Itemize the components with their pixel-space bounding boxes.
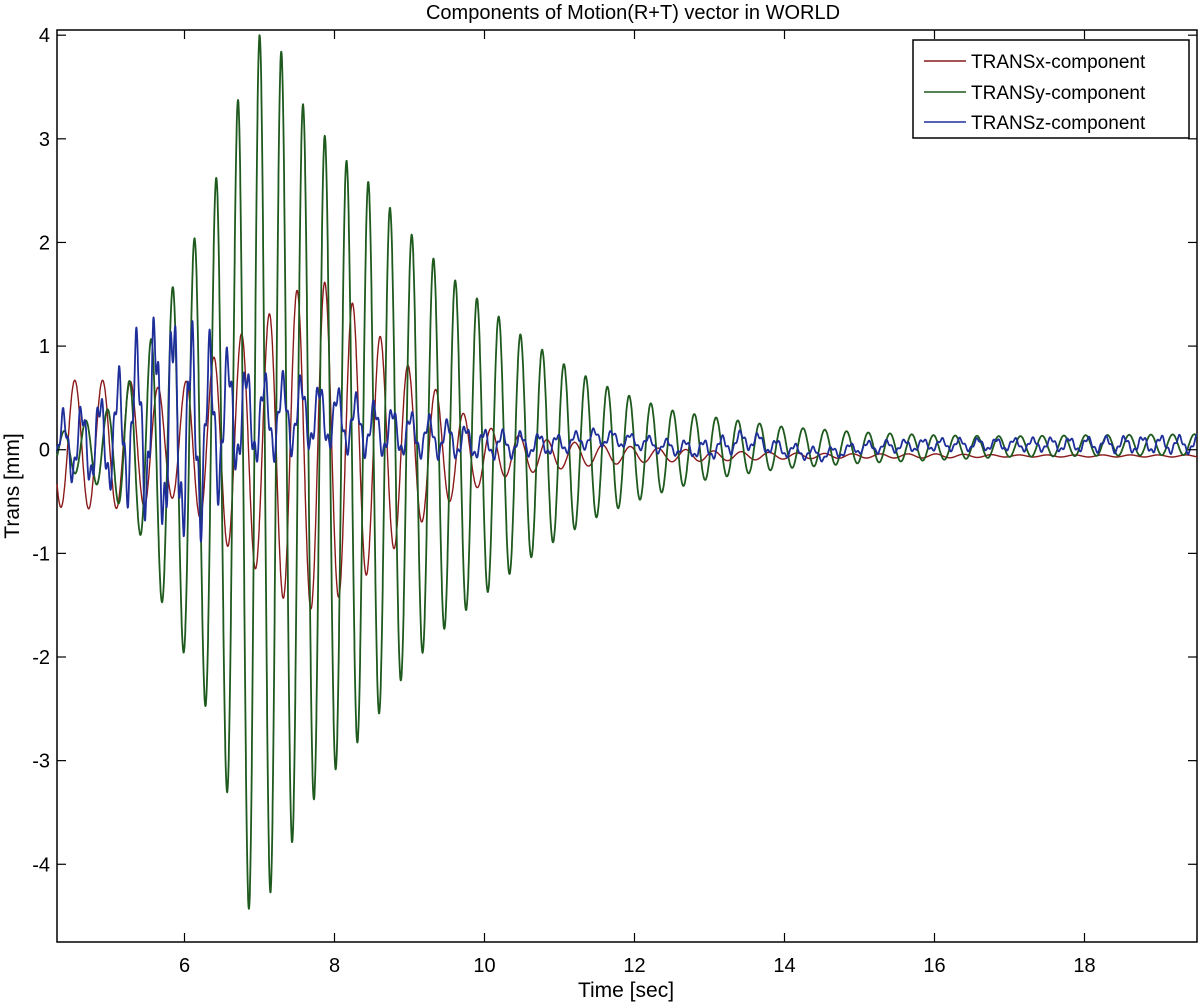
legend: TRANSx-component TRANSy-component TRANSz… — [912, 39, 1190, 139]
y-axis-ticks: 4 3 2 1 0 -1 -2 -3 -4 — [32, 25, 1197, 876]
x-tick-label: 18 — [1073, 955, 1095, 977]
legend-label-transy: TRANSy-component — [971, 83, 1146, 104]
series-transz-line — [56, 316, 1198, 543]
x-axis-ticks: 6 8 10 12 14 16 18 — [179, 30, 1096, 977]
x-tick-label: 12 — [623, 955, 645, 977]
y-axis-title: Trans [mm] — [1, 433, 24, 538]
x-tick-label: 14 — [773, 955, 795, 977]
y-tick-label: 3 — [39, 129, 50, 151]
plot-area — [56, 29, 1198, 943]
y-tick-label: -3 — [32, 751, 50, 773]
series-transx-line — [56, 281, 1198, 610]
x-tick-label: 16 — [923, 955, 945, 977]
y-tick-label: 2 — [39, 232, 50, 254]
y-tick-label: 1 — [39, 336, 50, 358]
series-layer — [56, 34, 1198, 910]
x-tick-label: 8 — [329, 955, 340, 977]
y-tick-label: -4 — [32, 854, 50, 876]
legend-label-transz: TRANSz-component — [971, 113, 1146, 134]
y-tick-label: 0 — [39, 440, 50, 462]
x-tick-label: 6 — [179, 955, 190, 977]
x-axis-title: Time [sec] — [578, 979, 674, 1002]
y-tick-label: -2 — [32, 647, 50, 669]
series-transy-line — [56, 34, 1198, 910]
y-tick-label: -1 — [32, 543, 50, 565]
y-tick-label: 4 — [39, 25, 50, 47]
legend-label-transx: TRANSx-component — [971, 52, 1146, 73]
x-tick-label: 10 — [473, 955, 495, 977]
chart-title: Components of Motion(R+T) vector in WORL… — [426, 2, 840, 24]
